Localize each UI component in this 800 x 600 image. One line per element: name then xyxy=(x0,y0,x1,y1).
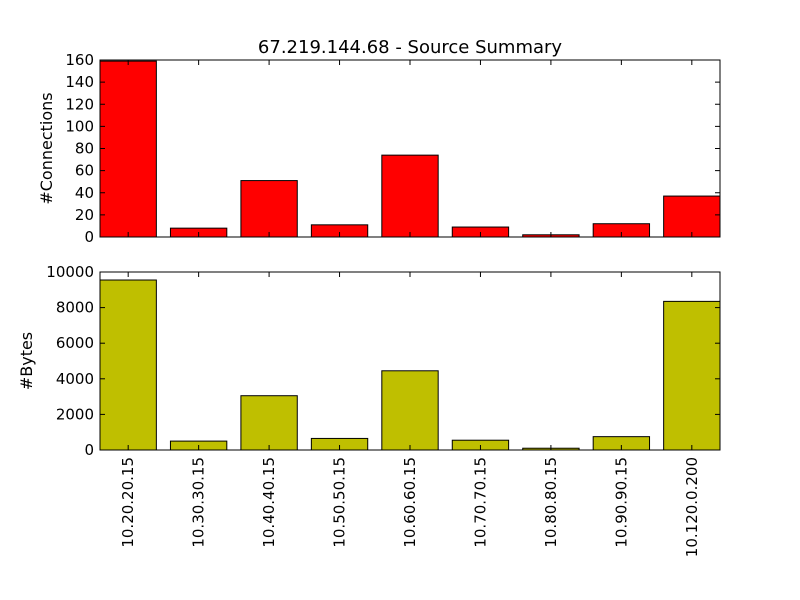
connections-bar-0 xyxy=(99,60,157,238)
x-tick-label-7: 10.90.90.15 xyxy=(612,457,630,548)
x-tick-label-5: 10.70.70.15 xyxy=(471,457,489,548)
x-tick-label-4: 10.60.60.15 xyxy=(401,457,419,548)
connections-ytick-label-6: 120 xyxy=(65,95,94,113)
connections-ytick-label-2: 40 xyxy=(75,184,94,202)
connections-ytick-label-4: 80 xyxy=(75,140,94,158)
x-tick-label-0: 10.20.20.15 xyxy=(119,457,137,548)
chart-title: 67.219.144.68 - Source Summary xyxy=(258,37,563,58)
connections-bar-4 xyxy=(381,154,439,238)
connections-bar-8 xyxy=(663,195,721,238)
bytes-bar-8 xyxy=(663,300,721,451)
connections-ylabel: #Connections xyxy=(37,92,56,204)
connections-panel: 0 20 40 60 80 100 120 140 160 #Connections xyxy=(37,51,721,246)
connections-ytick-label-8: 160 xyxy=(65,51,94,69)
x-tick-label-8: 10.120.0.200 xyxy=(683,457,701,557)
bytes-ytick-label-2: 4000 xyxy=(56,370,94,388)
x-tick-label-6: 10.80.80.15 xyxy=(542,457,560,548)
connections-ytick-label-0: 0 xyxy=(84,228,94,246)
connections-ytick-label-3: 60 xyxy=(75,162,94,180)
bytes-ytick-label-4: 8000 xyxy=(56,299,94,317)
x-axis-tick-labels: 10.20.20.15 10.30.30.15 10.40.40.15 10.50.5… xyxy=(119,457,701,557)
connections-bar-2 xyxy=(240,180,298,238)
x-tick-label-2: 10.40.40.15 xyxy=(260,457,278,548)
bytes-panel: 0 2000 4000 6000 8000 10000 #Bytes xyxy=(17,263,721,459)
bytes-bar-0 xyxy=(99,279,157,451)
x-tick-label-1: 10.30.30.15 xyxy=(190,457,208,548)
connections-ytick-label-5: 100 xyxy=(65,117,94,135)
bytes-ytick-label-5: 10000 xyxy=(46,263,94,281)
bytes-ylabel: #Bytes xyxy=(17,332,36,390)
bytes-ytick-label-0: 0 xyxy=(84,441,94,459)
bytes-ytick-label-3: 6000 xyxy=(56,334,94,352)
bytes-bar-2 xyxy=(240,395,298,451)
connections-ytick-label-7: 140 xyxy=(65,73,94,91)
bytes-ytick-label-1: 2000 xyxy=(56,405,94,423)
x-tick-label-3: 10.50.50.15 xyxy=(331,457,349,548)
connections-ytick-label-1: 20 xyxy=(75,206,94,224)
bytes-bar-4 xyxy=(381,370,439,451)
